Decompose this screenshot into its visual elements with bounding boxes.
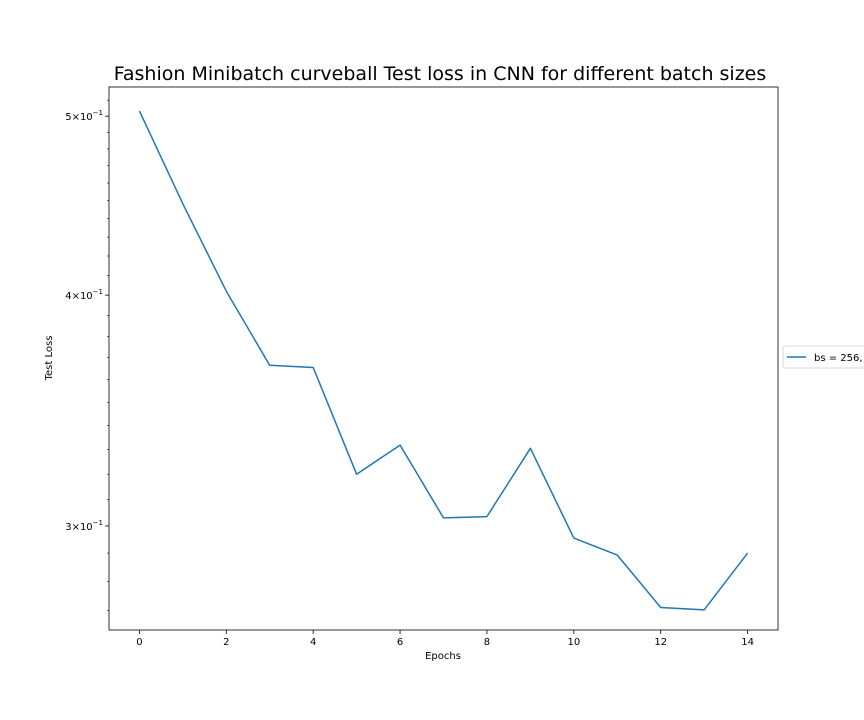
legend-label: bs = 256,	[814, 353, 863, 364]
x-tick-label: 0	[136, 637, 142, 648]
plot-area	[108, 86, 779, 631]
y-tick-label: 3×10−1	[65, 519, 103, 533]
x-axis-label: Epochs	[425, 651, 461, 662]
chart-title: Fashion Minibatch curveball Test loss in…	[114, 63, 767, 85]
plot-frame	[108, 86, 779, 631]
legend: bs = 256,	[782, 345, 864, 369]
x-tick-label: 6	[397, 637, 403, 648]
x-axis: 0 2 4 6 8 10 12 14	[136, 630, 754, 648]
x-tick-label: 2	[223, 637, 229, 648]
x-tick-label: 4	[310, 637, 316, 648]
y-axis: 5×10−1 4×10−1 3×10−1	[65, 99, 109, 611]
x-tick-label: 8	[484, 637, 490, 648]
legend-frame	[782, 345, 864, 369]
y-tick-label: 4×10−1	[65, 288, 103, 302]
series-layer	[138, 110, 749, 611]
y-axis-label: Test Loss	[44, 336, 55, 382]
x-tick-label: 14	[741, 637, 754, 648]
series-line	[138, 110, 749, 611]
x-tick-label: 12	[654, 637, 667, 648]
x-tick-label: 10	[567, 637, 580, 648]
y-tick-label: 5×10−1	[65, 109, 103, 123]
